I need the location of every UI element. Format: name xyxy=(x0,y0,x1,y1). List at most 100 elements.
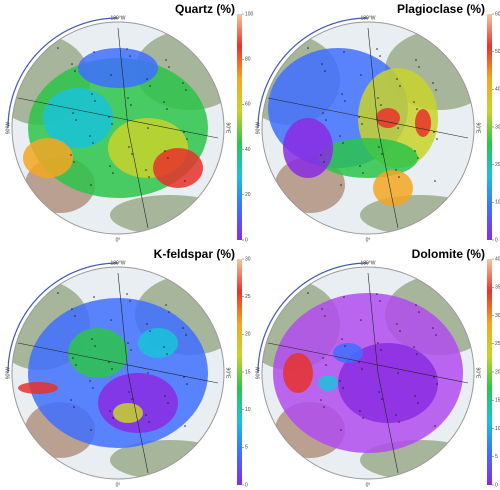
land xyxy=(110,195,224,234)
colorbar-tick-label: 40 xyxy=(495,256,500,262)
colorbar-tick-label: 60 xyxy=(495,11,500,17)
sample-site xyxy=(71,308,73,310)
sample-site xyxy=(126,293,128,295)
heat-region xyxy=(23,138,73,178)
polar-map xyxy=(12,22,224,234)
sample-site xyxy=(182,327,184,329)
graticule-arc xyxy=(257,262,369,374)
sample-site xyxy=(416,353,418,355)
sample-site xyxy=(74,70,76,72)
sample-site xyxy=(108,361,110,363)
colorbar-tick-label: 0 xyxy=(245,237,248,243)
heat-region xyxy=(113,403,143,423)
border xyxy=(17,272,219,474)
longitude-label: 90°W xyxy=(5,122,11,135)
map-outline xyxy=(261,266,475,480)
sample-site xyxy=(344,345,346,347)
colorbar-tick-label: 5 xyxy=(245,445,248,451)
colorbar xyxy=(237,14,242,240)
sample-site xyxy=(324,70,326,72)
sample-site xyxy=(435,334,437,336)
title: K-feldspar (%) xyxy=(154,247,235,261)
heat-region xyxy=(43,88,113,148)
map-panel: Dolomite (%) 180°W 90°W 90°E 0° 0 5 10 15 20 25 30 3… xyxy=(255,247,500,488)
graticule-arc xyxy=(7,262,119,374)
heat-region xyxy=(373,170,413,206)
sample-site xyxy=(74,315,76,317)
sample-site xyxy=(90,429,92,431)
sample-site xyxy=(128,146,130,148)
sample-site xyxy=(184,180,186,182)
sample-site xyxy=(378,146,380,148)
sample-site xyxy=(186,383,188,385)
sample-site xyxy=(93,296,95,298)
heat-region xyxy=(415,109,431,137)
sample-site xyxy=(376,48,378,50)
sample-site xyxy=(146,78,148,80)
sample-site xyxy=(322,357,324,359)
sample-site xyxy=(361,368,363,370)
heat-region xyxy=(338,343,438,423)
colorbar-tick-label: 0 xyxy=(495,482,498,488)
colorbar-tick-label: 35 xyxy=(495,285,500,291)
colorbar xyxy=(237,259,242,485)
sample-site xyxy=(320,154,322,156)
land xyxy=(360,195,474,234)
colorbar-tick-label: 0 xyxy=(245,482,248,488)
sample-site xyxy=(166,108,168,110)
heat-region xyxy=(333,343,363,363)
map-outline xyxy=(11,21,225,235)
title: Plagioclase (%) xyxy=(397,2,485,16)
sample-site xyxy=(149,330,151,332)
sample-site xyxy=(168,311,170,313)
sample-site xyxy=(376,293,378,295)
longitude-label: 90°E xyxy=(225,123,231,135)
sample-site xyxy=(184,425,186,427)
sample-site xyxy=(89,135,91,137)
sample-site xyxy=(325,119,327,121)
sample-site xyxy=(361,123,363,125)
sample-site xyxy=(380,104,382,106)
sample-site xyxy=(70,399,72,401)
sample-site xyxy=(145,169,147,171)
map-outline xyxy=(261,21,475,235)
sample-site xyxy=(418,311,420,313)
sample-site xyxy=(396,78,398,80)
longitude-label: 180°W xyxy=(360,15,375,21)
graticule-arc xyxy=(7,17,119,129)
sample-site xyxy=(183,131,185,133)
longitude-label: 0° xyxy=(116,482,121,488)
longitude-label: 90°W xyxy=(255,367,261,380)
heat-region xyxy=(138,328,178,358)
sample-site xyxy=(418,66,420,68)
colorbar-tick-label: 20 xyxy=(245,332,251,338)
sample-site xyxy=(163,101,165,103)
sample-site xyxy=(434,180,436,182)
sample-site xyxy=(147,127,149,129)
heat-region xyxy=(318,375,338,391)
colorbar-tick-label: 10 xyxy=(245,407,251,413)
sample-site xyxy=(75,364,77,366)
sample-site xyxy=(414,395,416,397)
sample-site xyxy=(89,380,91,382)
sample-site xyxy=(433,131,435,133)
sample-site xyxy=(398,421,400,423)
sample-site xyxy=(164,395,166,397)
sample-site xyxy=(359,165,361,167)
sample-site xyxy=(126,48,128,50)
colorbar-tick-label: 30 xyxy=(495,313,500,319)
longitude-label: 90°W xyxy=(5,367,11,380)
sample-site xyxy=(380,349,382,351)
colorbar-tick-label: 40 xyxy=(245,147,251,153)
sample-site xyxy=(127,342,129,344)
sample-site xyxy=(413,346,415,348)
longitude-label: 0° xyxy=(116,237,121,243)
colorbar xyxy=(487,14,492,240)
sample-site xyxy=(94,100,96,102)
sample-site xyxy=(130,349,132,351)
colorbar-tick-label: 25 xyxy=(495,341,500,347)
sample-site xyxy=(433,376,435,378)
sample-site xyxy=(381,153,383,155)
sample-site xyxy=(360,319,362,321)
